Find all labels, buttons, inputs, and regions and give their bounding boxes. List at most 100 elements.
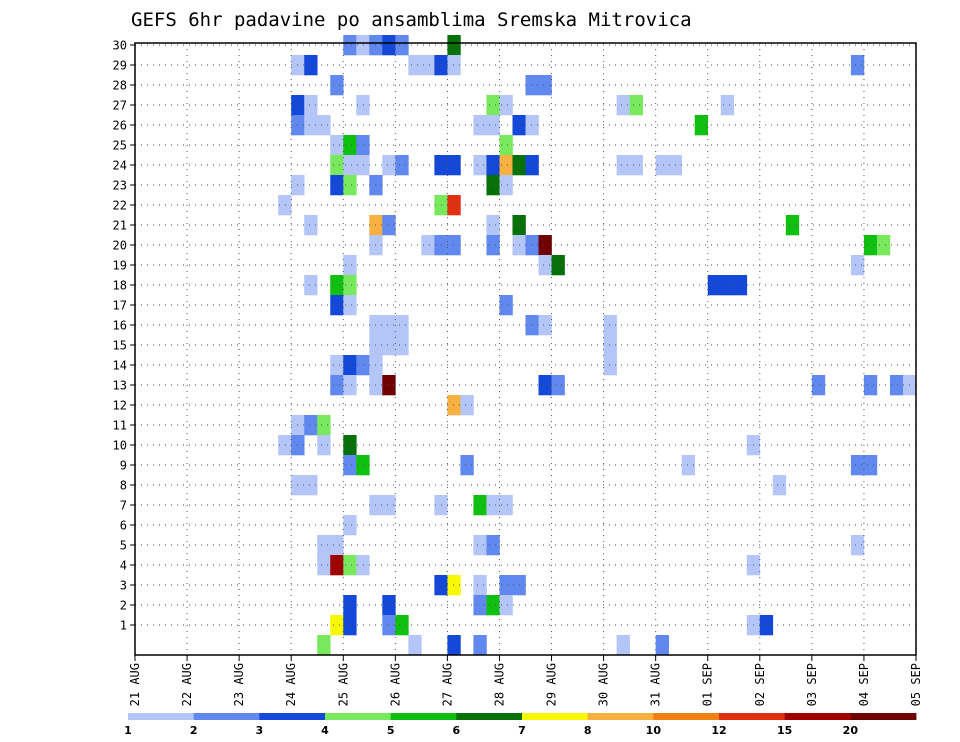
y-tick-label: 12 [113,399,127,413]
precip-cell [330,75,344,96]
color-bar-segment [784,713,851,720]
y-tick-label: 2 [120,599,127,613]
precip-cell [382,335,396,356]
precip-cell [382,595,396,616]
y-tick-label: 5 [120,539,127,553]
y-tick-label: 16 [113,319,127,333]
grid-lines [135,43,916,655]
precip-cell [473,495,487,516]
y-tick-label: 3 [120,579,127,593]
precip-cell [343,295,357,316]
precip-cell [473,535,487,556]
precip-cell [616,95,630,116]
precip-cell [538,255,552,276]
precip-cell [538,315,552,336]
precip-cell [330,535,344,556]
y-tick-label: 6 [120,519,127,533]
precip-cell [486,175,500,196]
x-tick-label: 03 SEP [805,663,819,706]
y-tick-label: 18 [113,279,127,293]
precip-cell [330,555,344,576]
color-bar-segment [193,713,260,720]
precip-cell [330,295,344,316]
y-tick-label: 7 [120,499,127,513]
precip-cell [330,155,344,176]
x-tick-label: 25 AUG [336,663,350,706]
precip-cell [538,235,552,256]
precip-cell [343,595,357,616]
precip-cell [499,295,513,316]
precip-cell [460,455,474,476]
x-tick-label: 04 SEP [857,663,871,706]
y-tick-label: 30 [113,39,127,53]
y-tick-label: 11 [113,419,127,433]
precip-cell [473,115,487,136]
precip-cell [525,155,539,176]
y-tick-label: 13 [113,379,127,393]
precip-cell [356,35,370,56]
precip-cell [499,595,513,616]
precip-cell [447,155,461,176]
precip-cell [447,35,461,56]
y-tick-label: 4 [120,559,127,573]
color-bar-label: 3 [256,724,264,737]
color-bar-label: 4 [321,724,329,737]
precip-cell [655,155,669,176]
color-bar-label: 15 [777,724,792,737]
precip-cell [343,515,357,536]
x-tick-label: 26 AUG [388,663,402,706]
y-tick-label: 17 [113,299,127,313]
y-tick-label: 10 [113,439,127,453]
precip-cell [317,435,331,456]
precip-cell [447,635,461,656]
precip-cell [382,155,396,176]
precip-cell [330,615,344,636]
precip-cell [278,435,292,456]
precip-cell [447,575,461,596]
precip-cell [343,455,357,476]
precip-cell [486,215,500,236]
precip-cell [447,195,461,216]
precip-cell [382,315,396,336]
precip-cell [720,275,735,296]
precip-cell [473,155,487,176]
precip-cell [343,555,357,576]
precip-cell [499,155,513,176]
precip-cell [499,95,513,116]
color-bar-segment [390,713,457,720]
y-tick-label: 14 [113,359,127,373]
precip-cell [655,635,669,656]
precip-cell [421,55,435,76]
precip-cell [603,315,617,336]
precip-cell [382,215,396,236]
precip-cell [343,175,357,196]
color-bar-segment [325,713,392,720]
precip-cell [720,95,735,116]
precip-cell [785,215,800,236]
color-bar-label: 12 [711,724,726,737]
precip-cell [733,275,748,296]
precip-cell [304,115,318,136]
precip-cell [499,495,513,516]
precip-cell [486,115,500,136]
x-tick-label: 27 AUG [440,663,454,706]
y-axis: 1234567891011121314151617181920212223242… [113,39,135,633]
precip-cell [447,55,461,76]
precip-cell [460,395,474,416]
precip-cell [538,75,552,96]
precip-cell [811,375,826,396]
precip-cell [356,155,370,176]
precip-cell [499,575,513,596]
precip-cell [395,315,409,336]
precip-cell [330,135,344,156]
y-tick-label: 15 [113,339,127,353]
precip-cell [486,235,500,256]
precip-cell [304,55,318,76]
precip-cell [356,355,370,376]
precip-cell [395,335,409,356]
precip-cell [395,155,409,176]
color-bar-segment [128,713,195,720]
precip-cell [382,615,396,636]
precip-cell [382,375,396,396]
precip-cell [759,615,774,636]
